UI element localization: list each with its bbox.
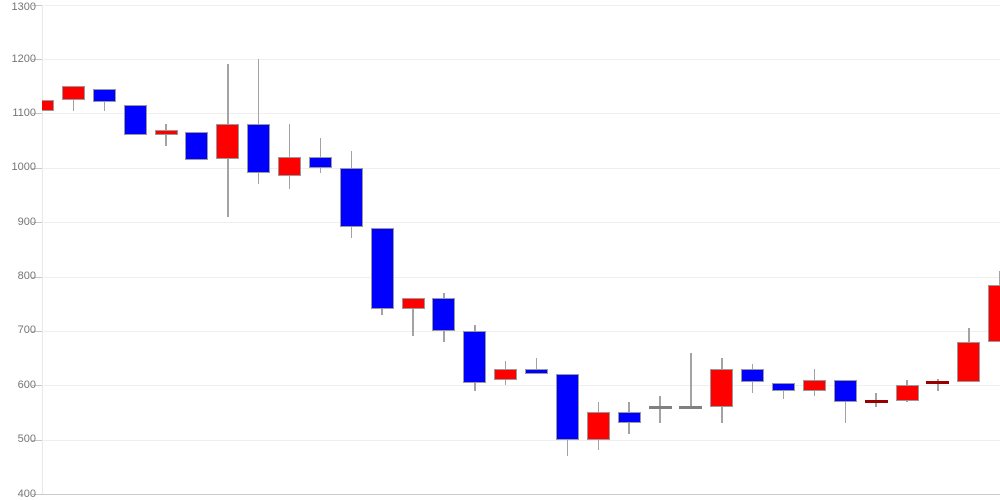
- candle-body: [833, 379, 857, 402]
- y-axis-label: 600: [17, 378, 36, 391]
- y-axis-label: 500: [17, 433, 36, 446]
- gridline: [42, 4, 1000, 6]
- candle-wick: [257, 59, 260, 185]
- gridline: [42, 222, 1000, 224]
- candle-body: [525, 368, 548, 375]
- candle-body: [216, 124, 240, 160]
- y-axis-tick: [32, 276, 42, 278]
- gridline: [42, 113, 1000, 115]
- candle-body: [463, 330, 487, 383]
- plot-area: [42, 0, 1000, 500]
- candle-body: [278, 156, 302, 176]
- y-axis-tick: [32, 330, 42, 332]
- candle-body: [679, 405, 703, 409]
- candle-wick: [937, 378, 939, 391]
- candle-wick: [412, 298, 414, 337]
- y-axis-tick: [32, 222, 42, 224]
- candle-wick: [690, 352, 692, 407]
- candle-body: [154, 129, 178, 136]
- candle-body: [988, 284, 1000, 342]
- candle-body: [247, 124, 271, 174]
- y-axis-label: 1100: [12, 106, 36, 119]
- candle-body: [370, 227, 394, 310]
- gridline: [42, 385, 1000, 387]
- candle-body: [710, 368, 734, 407]
- candle-body: [864, 400, 888, 403]
- y-axis-tick: [32, 385, 42, 387]
- candle-wick: [288, 124, 291, 190]
- gridline: [42, 439, 1000, 441]
- candle-body: [339, 167, 363, 228]
- candle-body: [123, 105, 147, 136]
- y-axis-label: 700: [17, 324, 36, 337]
- y-axis-label: 900: [17, 215, 36, 228]
- y-axis-label: 1300: [11, 1, 36, 13]
- y-axis-tick: [32, 167, 42, 169]
- y-axis-label: 1000: [11, 161, 36, 174]
- y-axis-tick: [32, 113, 42, 115]
- y-axis-line: [42, 5, 43, 494]
- gridline: [42, 494, 1000, 495]
- candle-body: [957, 341, 981, 383]
- y-axis-label: 1200: [11, 52, 36, 65]
- candle-wick: [535, 358, 538, 375]
- y-axis-tick: [32, 494, 42, 495]
- candle-body: [42, 99, 55, 111]
- candle-body: [802, 379, 826, 391]
- candle-wick: [319, 137, 322, 174]
- candle-body: [772, 382, 795, 391]
- candle-body: [555, 374, 579, 440]
- candle-body: [926, 381, 950, 384]
- candle-wick: [659, 396, 661, 424]
- gridline: [42, 330, 1000, 332]
- candle-body: [92, 88, 116, 103]
- y-axis-label: 800: [17, 270, 36, 282]
- y-axis-tick: [32, 439, 42, 441]
- candle-body: [617, 412, 641, 424]
- candle-body: [432, 298, 456, 331]
- gridline: [42, 167, 1000, 169]
- candle-body: [586, 412, 610, 440]
- y-axis-label: 400: [17, 487, 36, 500]
- candle-wick: [165, 124, 167, 146]
- y-axis-tick: [32, 59, 42, 60]
- candle-body: [494, 368, 518, 380]
- candle-body: [648, 405, 672, 409]
- y-axis-tick: [32, 4, 42, 6]
- gridline: [42, 276, 1000, 278]
- candle-body: [895, 385, 919, 402]
- candle-body: [741, 368, 765, 383]
- candle-body: [401, 298, 425, 310]
- candle-body: [62, 86, 85, 100]
- gridline: [42, 59, 1000, 60]
- candle-body: [308, 156, 332, 168]
- candle-body: [185, 132, 209, 160]
